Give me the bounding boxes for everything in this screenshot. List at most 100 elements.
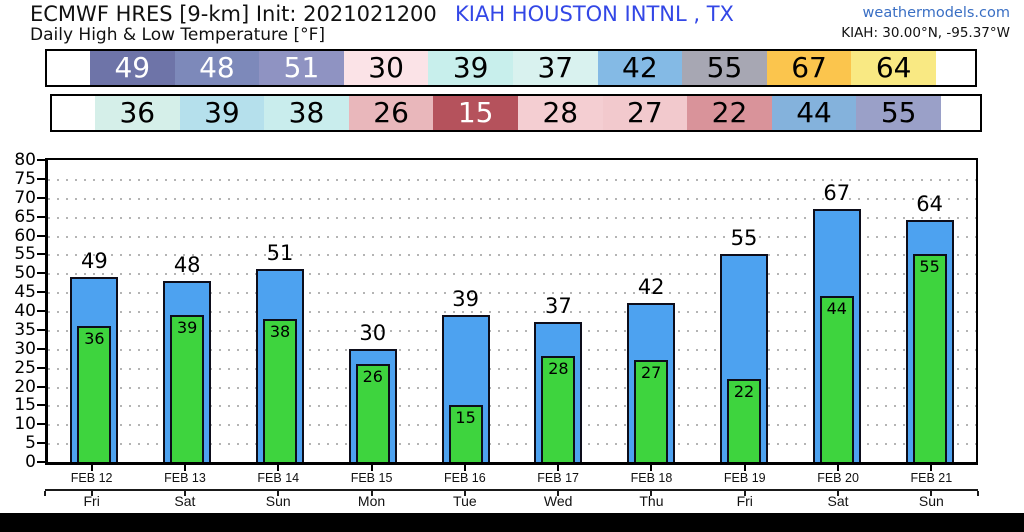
date-label: FEB 12 <box>70 471 113 485</box>
gridline <box>48 405 976 408</box>
weekday-label: Sun <box>265 493 291 509</box>
x-tick <box>837 465 840 471</box>
y-axis-label: 5 <box>25 433 36 454</box>
gridline <box>48 216 976 219</box>
gridline <box>48 178 976 181</box>
x-tick <box>183 465 186 471</box>
high-value-label: 55 <box>730 226 758 251</box>
y-tick <box>37 385 45 388</box>
x-tick <box>930 465 933 471</box>
high-temp-cell: 37 <box>512 51 598 85</box>
date-label: FEB 18 <box>630 471 673 485</box>
high-temp-cell: 67 <box>766 51 852 85</box>
high-temp-cell: 30 <box>343 51 429 85</box>
gridline <box>48 197 976 200</box>
low-temp-cell: 36 <box>95 96 180 130</box>
weekday-tick <box>930 491 933 496</box>
y-tick <box>37 347 45 350</box>
high-temp-cell: 51 <box>259 51 344 85</box>
high-temp-cell: 48 <box>174 51 260 85</box>
low-temp-cell: 15 <box>433 96 518 130</box>
low-temp-cell: 38 <box>264 96 349 130</box>
low-bar: 28 <box>541 356 576 462</box>
gridline <box>48 311 976 313</box>
high-value-label: 42 <box>637 275 665 300</box>
low-temp-cell: 44 <box>771 96 857 130</box>
y-axis-label: 70 <box>14 187 36 208</box>
low-value-label: 39 <box>177 317 198 337</box>
y-axis-label: 15 <box>14 395 36 416</box>
weekday-tick <box>557 491 560 496</box>
weekday-axis-line <box>45 489 978 491</box>
low-temp-cell: 55 <box>856 96 941 130</box>
low-temp-cell: 26 <box>348 96 434 130</box>
weekday-label: Fri <box>83 493 100 509</box>
gridline <box>48 273 976 276</box>
y-axis-label: 80 <box>14 150 36 170</box>
high-temp-spacer <box>47 51 90 85</box>
station-coords: KIAH: 30.00°N, -95.37°W <box>841 25 1010 41</box>
high-temp-cell: 55 <box>682 51 767 85</box>
date-label: FEB 13 <box>164 471 206 485</box>
y-tick <box>37 196 45 199</box>
y-axis-label: 10 <box>14 414 36 435</box>
x-tick <box>557 465 560 471</box>
y-axis-label: 75 <box>14 168 36 189</box>
temperature-bar-chart: 36 49 39 48 38 51 26 30 15 39 28 37 27 42 22 55 44 67 55 64 <box>45 158 978 465</box>
y-axis-label: 0 <box>25 452 36 472</box>
low-bar: 26 <box>355 363 390 462</box>
date-label: FEB 17 <box>537 471 579 485</box>
gridline <box>48 424 976 427</box>
weekday-label: Sat <box>174 493 196 509</box>
weekday-tick <box>650 491 653 496</box>
y-tick <box>37 272 45 275</box>
y-tick <box>37 215 45 218</box>
model-title: ECMWF HRES [9-km] Init: 2021021200 <box>30 2 437 26</box>
low-value-label: 26 <box>362 366 383 386</box>
low-temp-cell: 22 <box>687 96 772 130</box>
low-temp-cell: 27 <box>602 96 688 130</box>
weekday-label: Sat <box>827 493 849 509</box>
weekday-label: Mon <box>357 493 386 509</box>
weathermodels-link[interactable]: weathermodels.com <box>862 5 1010 21</box>
low-value-label: 55 <box>919 257 940 277</box>
low-temp-filler <box>940 96 980 130</box>
y-axis-label: 40 <box>14 301 36 321</box>
high-value-label: 48 <box>173 252 201 277</box>
low-bar: 44 <box>819 295 854 462</box>
gridline <box>48 329 976 332</box>
low-value-label: 38 <box>269 321 291 341</box>
weekday-tick <box>370 491 373 496</box>
low-bar: 38 <box>263 318 297 462</box>
low-value-label: 28 <box>548 359 569 379</box>
weekday-axis-end-tick <box>977 491 979 496</box>
date-label: FEB 21 <box>910 471 953 485</box>
weekday-tick <box>277 491 280 496</box>
x-tick <box>463 465 466 471</box>
y-tick <box>37 404 45 407</box>
high-temp-cell: 49 <box>90 51 175 85</box>
gridline <box>48 292 976 295</box>
low-value-label: 44 <box>826 298 847 318</box>
low-temp-spacer <box>52 96 95 130</box>
low-value-label: 15 <box>455 408 476 428</box>
gridline <box>48 367 976 370</box>
y-axis-label: 50 <box>14 263 36 284</box>
x-tick <box>277 465 280 471</box>
low-value-label: 36 <box>84 329 105 349</box>
low-bar: 39 <box>170 314 205 462</box>
high-temp-cell: 42 <box>597 51 683 85</box>
weekday-label: Tue <box>453 493 477 509</box>
y-tick <box>37 159 45 161</box>
weekday-tick <box>463 491 466 496</box>
station-name: KIAH HOUSTON INTNL , TX <box>455 2 734 26</box>
y-tick <box>37 253 45 256</box>
y-tick <box>37 461 45 463</box>
gridline <box>48 443 976 446</box>
weekday-ticks <box>44 491 979 496</box>
high-value-label: 37 <box>545 294 572 319</box>
low-temp-cell: 28 <box>517 96 603 130</box>
high-temp-strip: 49 48 51 30 39 37 42 55 67 64 <box>45 49 977 87</box>
weekday-label: Thu <box>639 493 664 509</box>
low-value-label: 27 <box>641 363 662 383</box>
